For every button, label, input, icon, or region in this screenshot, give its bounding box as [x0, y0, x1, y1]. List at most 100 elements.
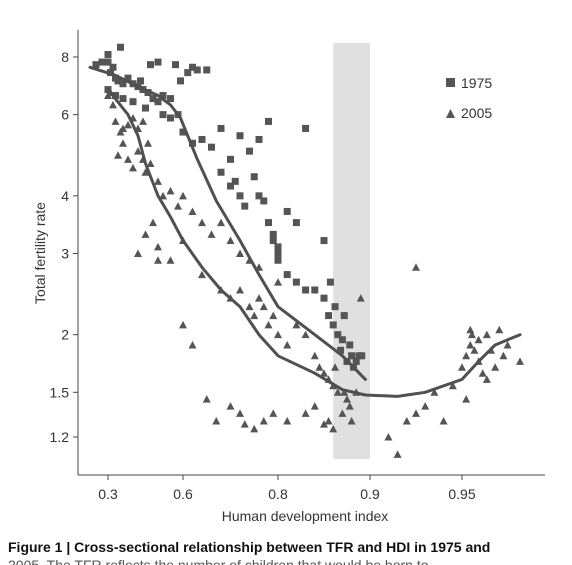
- point-1975: [154, 98, 162, 106]
- point-2005: [111, 117, 120, 125]
- point-2005: [141, 168, 150, 176]
- point-2005: [412, 263, 420, 271]
- point-2005: [412, 409, 420, 417]
- plot-area: 0.3 0.6 0.8 0.9 0.95 8 6 4 3 2 1.5 1.2: [50, 30, 545, 502]
- trend-line-1975: [88, 65, 367, 381]
- y-tick-label: 1.2: [50, 429, 70, 445]
- point-1975: [189, 139, 196, 147]
- legend-label-1975: 1975: [461, 75, 492, 91]
- point-1975: [119, 80, 127, 88]
- point-1975: [250, 173, 258, 181]
- point-2005: [245, 302, 254, 311]
- point-2005: [478, 369, 487, 377]
- point-2005: [310, 402, 319, 410]
- point-1975: [159, 92, 167, 100]
- y-tick-label: 3: [61, 245, 69, 261]
- x-tick-label: 0.95: [448, 486, 475, 502]
- point-2005: [217, 218, 225, 227]
- x-axis-title: Human development index: [222, 508, 389, 524]
- point-2005: [198, 218, 206, 227]
- y-ticks: 8 6 4 3 2 1.5 1.2: [50, 49, 78, 445]
- y-tick-label: 8: [61, 49, 69, 65]
- point-2005: [283, 416, 292, 425]
- point-1975: [189, 63, 196, 71]
- point-1975: [265, 117, 272, 125]
- point-1975: [98, 58, 106, 66]
- point-2005: [274, 330, 282, 339]
- legend-label-2005: 2005: [461, 105, 492, 121]
- point-2005: [259, 416, 268, 425]
- point-2005: [340, 388, 349, 396]
- point-2005: [393, 450, 402, 458]
- point-2005: [283, 340, 292, 349]
- point-1975: [112, 92, 119, 100]
- shaded-band: [333, 43, 370, 459]
- point-1975: [283, 207, 291, 215]
- point-2005: [333, 388, 342, 396]
- point-2005: [154, 256, 162, 264]
- point-2005: [259, 302, 268, 311]
- point-1975: [184, 69, 192, 77]
- point-1975: [325, 312, 333, 320]
- point-1975: [167, 95, 174, 103]
- caption-line-1: Figure 1 | Cross-sectional relationship …: [8, 539, 491, 555]
- point-2005: [119, 124, 127, 132]
- point-2005: [292, 320, 301, 329]
- scatter-chart: 0.3 0.6 0.8 0.9 0.95 8 6 4 3 2 1.5 1.2 Human devel…: [32, 30, 545, 524]
- point-1975: [320, 237, 328, 245]
- y-axis-title: Total fertility rate: [32, 202, 48, 304]
- point-2005: [250, 424, 259, 433]
- point-1975: [231, 177, 239, 185]
- point-2005: [274, 278, 282, 286]
- point-1975: [208, 143, 215, 151]
- point-2005: [458, 363, 466, 371]
- point-1975: [352, 357, 360, 365]
- point-2005: [226, 402, 235, 410]
- point-1975: [92, 61, 100, 69]
- point-2005: [255, 294, 263, 302]
- point-1975: [274, 256, 282, 264]
- series-1975-points: [92, 43, 366, 371]
- point-2005: [462, 351, 471, 360]
- point-2005: [402, 416, 411, 425]
- point-1975: [117, 43, 124, 51]
- point-2005: [516, 357, 524, 365]
- point-1975: [246, 147, 253, 155]
- point-2005: [149, 218, 157, 227]
- point-2005: [470, 346, 479, 354]
- point-1975: [241, 202, 249, 210]
- point-2005: [467, 330, 476, 339]
- y-tick-label: 4: [61, 188, 69, 204]
- point-2005: [154, 177, 162, 185]
- x-tick-label: 0.3: [98, 486, 118, 502]
- point-2005: [144, 139, 152, 147]
- point-1975: [260, 197, 268, 205]
- point-2005: [324, 416, 333, 425]
- point-1975: [179, 128, 187, 136]
- point-2005: [482, 330, 491, 339]
- point-1975: [236, 132, 244, 140]
- point-2005: [329, 424, 338, 433]
- point-2005: [212, 416, 221, 425]
- point-1975: [269, 230, 277, 238]
- point-1975: [177, 77, 184, 85]
- point-2005: [499, 351, 508, 360]
- point-1975: [338, 336, 346, 344]
- point-1975: [142, 104, 149, 112]
- trend-line-2005: [106, 88, 522, 398]
- point-1975: [302, 124, 310, 132]
- point-1975: [255, 192, 263, 200]
- point-2005: [188, 207, 197, 215]
- point-2005: [320, 420, 328, 428]
- point-2005: [503, 340, 512, 349]
- point-2005: [236, 409, 244, 417]
- point-2005: [482, 375, 491, 383]
- legend: 1975 2005: [446, 75, 492, 121]
- point-2005: [179, 191, 187, 200]
- series-2005-points: [104, 88, 524, 458]
- point-1975: [334, 331, 342, 339]
- point-2005: [146, 159, 155, 168]
- point-1975: [337, 346, 345, 354]
- point-2005: [301, 409, 310, 417]
- point-1975: [320, 294, 328, 302]
